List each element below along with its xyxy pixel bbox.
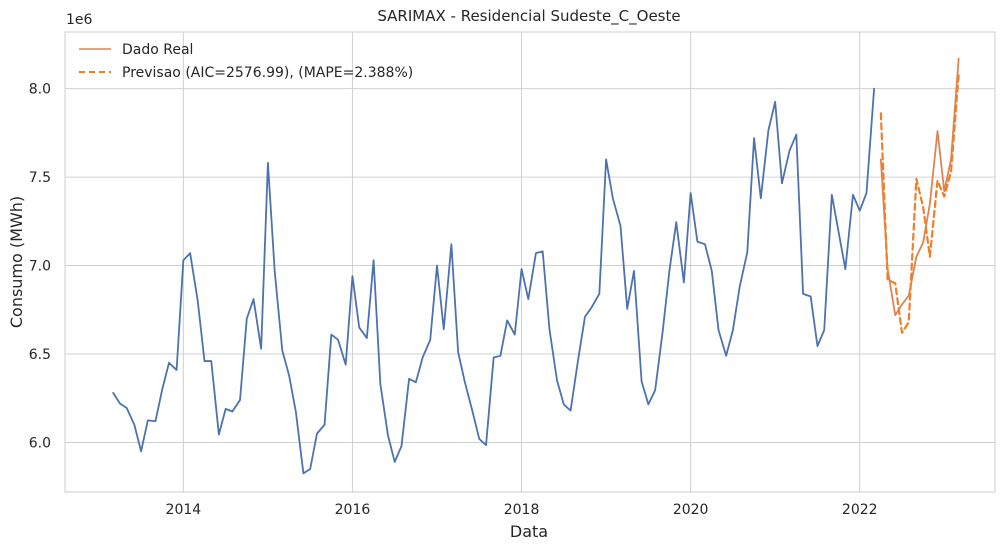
grid-layer	[65, 32, 995, 492]
y-tick-label: 6.5	[29, 347, 51, 363]
y-tick-label: 7.0	[29, 259, 51, 275]
plot-frame	[64, 31, 996, 493]
x-tick-label: 2022	[842, 502, 878, 518]
y-tick-label: 7.5	[29, 170, 51, 186]
x-tick-label: 2016	[335, 502, 371, 518]
x-tick-label: 2020	[673, 502, 709, 518]
historical-series-line	[112, 87, 875, 475]
x-tick-label: 2018	[504, 502, 540, 518]
series-layer	[112, 57, 960, 475]
x-tick-label: 2014	[166, 502, 202, 518]
x-axis-label: Data	[510, 522, 548, 541]
legend-label-dado-real: Dado Real	[122, 42, 193, 58]
dado-real-series-line	[879, 57, 960, 316]
y-offset-label: 1e6	[66, 12, 93, 28]
legend: Dado Real Previsao (AIC=2576.99), (MAPE=…	[79, 42, 413, 81]
legend-label-previsao: Previsao (AIC=2576.99), (MAPE=2.388%)	[122, 65, 413, 81]
y-tick-label: 6.0	[29, 435, 51, 451]
tick-layer: 2014 2016 2018 2020 2022 6.0 6.5 7.0 7.5 8.0	[29, 82, 878, 518]
y-tick-label: 8.0	[29, 82, 51, 98]
previsao-series-line	[879, 73, 960, 334]
y-axis-label: Consumo (MWh)	[7, 196, 26, 328]
chart-title: SARIMAX - Residencial Sudeste_C_Oeste	[377, 7, 680, 26]
